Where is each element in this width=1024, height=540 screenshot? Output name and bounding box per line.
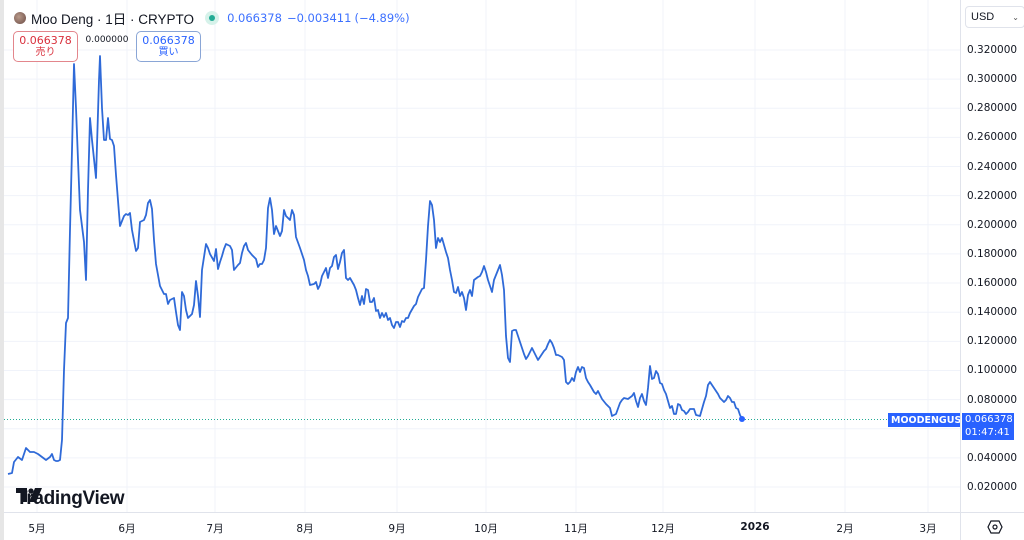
sell-button[interactable]: 0.066378 売り: [13, 31, 78, 62]
currency-select[interactable]: USD ⌄: [965, 6, 1024, 28]
price-tick: 0.320000: [967, 43, 1018, 56]
time-tick: 6月: [118, 523, 136, 535]
price-tick: 0.180000: [967, 247, 1018, 260]
symbol-price-tag: MOODENGUSD: [888, 413, 973, 427]
price-tick: 0.260000: [967, 131, 1018, 144]
symbol-legend[interactable]: Moo Deng · 1日 · CRYPTO 0.066378 −0.00341…: [14, 8, 410, 28]
time-tick: 11月: [564, 523, 588, 535]
chart-settings-button[interactable]: [960, 512, 1024, 540]
grid-lines: [4, 0, 960, 512]
chart-plot-area[interactable]: Moo Deng · 1日 · CRYPTO 0.066378 −0.00341…: [4, 0, 973, 512]
price-change-pct: (−4.89%): [354, 11, 410, 25]
last-price-value: 0.066378: [227, 11, 282, 25]
price-tick: 0.160000: [967, 277, 1018, 290]
spread-value: 0.000000: [85, 35, 129, 45]
price-tick: 0.220000: [967, 189, 1018, 202]
time-tick: 9月: [388, 523, 406, 535]
last-price-dot: [739, 416, 745, 422]
time-tick: 5月: [28, 523, 46, 535]
chevron-down-icon: ⌄: [1012, 12, 1019, 22]
buy-price: 0.066378: [142, 33, 195, 47]
settings-hexagon-icon: [986, 519, 1003, 534]
time-tick: 2026: [740, 521, 770, 533]
time-tick: 7月: [206, 523, 224, 535]
price-tick: 0.140000: [967, 306, 1018, 319]
price-tick: 0.300000: [967, 73, 1018, 86]
last-price-axis-value: 0.066378: [965, 414, 1013, 425]
price-tick: 0.020000: [967, 481, 1018, 493]
time-tick: 2月: [836, 523, 854, 535]
price-tick: 0.240000: [967, 160, 1018, 173]
price-tick: 0.040000: [967, 451, 1018, 464]
sell-price: 0.066378: [19, 33, 72, 47]
price-change-value: −0.003411: [286, 11, 352, 25]
currency-value: USD: [971, 11, 995, 23]
price-tick: 0.120000: [967, 335, 1018, 348]
time-axis[interactable]: 5月 6月 7月 8月 9月 10月 11月 12月 2026 2月 3月: [4, 512, 960, 540]
price-line-chart[interactable]: [4, 0, 960, 512]
time-tick: 10月: [474, 523, 498, 535]
bar-countdown: 01:47:41: [965, 426, 1010, 438]
symbol-title[interactable]: Moo Deng · 1日 · CRYPTO: [31, 12, 195, 27]
buy-label: 買い: [158, 47, 179, 59]
price-tick: 0.080000: [967, 393, 1018, 406]
sell-label: 売り: [35, 47, 56, 59]
buy-button[interactable]: 0.066378 買い: [136, 31, 201, 62]
time-tick: 8月: [296, 523, 314, 535]
time-tick: 3月: [919, 523, 937, 535]
price-line: [7, 55, 743, 475]
last-price-axis-label: 0.066378 01:47:41: [962, 413, 1014, 440]
price-tick: 0.200000: [967, 218, 1018, 231]
tradingview-brand: TradingView: [16, 488, 125, 509]
price-tick: 0.280000: [967, 102, 1018, 115]
market-status-icon[interactable]: [205, 11, 220, 25]
trade-panel: 0.066378 売り 0.000000 0.066378 買い: [13, 31, 201, 62]
tradingview-watermark[interactable]: TradingView: [16, 488, 125, 510]
price-tick: 0.100000: [967, 364, 1018, 377]
moodeng-coin-icon: [14, 12, 26, 24]
tradingview-logo-icon: [16, 488, 42, 502]
time-tick: 12月: [651, 523, 675, 535]
